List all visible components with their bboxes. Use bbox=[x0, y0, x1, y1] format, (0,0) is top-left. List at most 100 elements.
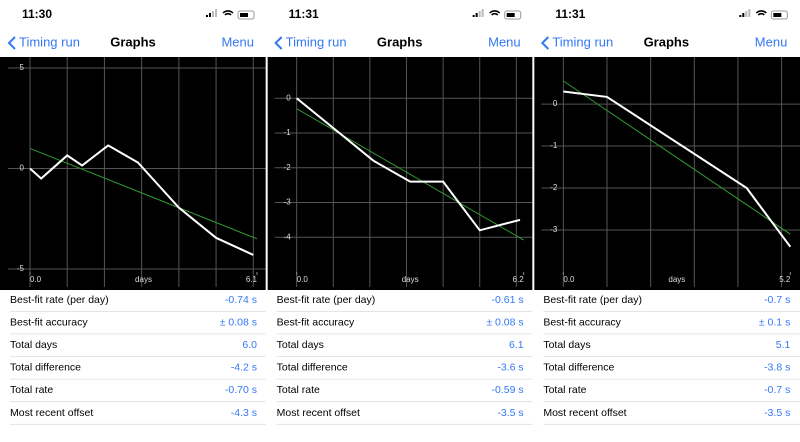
fit-line bbox=[563, 80, 791, 235]
menu-button[interactable]: Menu bbox=[488, 34, 521, 49]
status-time: 11:31 bbox=[555, 7, 585, 21]
signal-bar bbox=[472, 15, 475, 17]
y-tick-label: 0 bbox=[20, 164, 25, 173]
y-tick-label: 0 bbox=[286, 93, 291, 102]
stat-value: -3.5 s bbox=[764, 407, 790, 419]
y-tick-label: -3 bbox=[284, 198, 292, 207]
offset-line bbox=[563, 90, 792, 248]
x-tick-label: 6.1 bbox=[246, 275, 258, 284]
stat-label: Best-fit accuracy bbox=[10, 316, 88, 328]
y-tick-label: -4 bbox=[284, 232, 292, 241]
nav-title: Graphs bbox=[377, 34, 423, 49]
signal-bar bbox=[212, 11, 214, 17]
y-tick-label: -3 bbox=[550, 225, 558, 234]
stat-label: Most recent offset bbox=[543, 407, 626, 419]
battery bbox=[770, 10, 788, 20]
stat-value: 6.0 bbox=[242, 339, 257, 351]
x-axis-label: days bbox=[402, 275, 419, 284]
menu-button[interactable]: Menu bbox=[755, 34, 788, 49]
status-time: 11:31 bbox=[289, 7, 319, 21]
back-chevron[interactable] bbox=[7, 36, 16, 50]
battery bbox=[504, 10, 522, 20]
battery bbox=[237, 10, 255, 20]
nav-title: Graphs bbox=[110, 34, 156, 49]
stat-label: Most recent offset bbox=[277, 407, 360, 419]
y-tick-label: 5 bbox=[20, 63, 25, 72]
stat-label: Total days bbox=[277, 339, 324, 351]
offset-line bbox=[29, 144, 254, 256]
wifi-icon bbox=[755, 10, 767, 16]
nav-title: Graphs bbox=[644, 34, 690, 49]
x-tick-label: 0.0 bbox=[563, 275, 575, 284]
y-tick-label: -2 bbox=[284, 163, 292, 172]
y-tick-label: -5 bbox=[17, 264, 25, 273]
stat-label: Total days bbox=[10, 339, 57, 351]
signal-bar bbox=[215, 9, 217, 17]
signal-bar bbox=[209, 13, 211, 17]
fit-line bbox=[29, 147, 258, 240]
battery-level bbox=[773, 13, 782, 17]
y-tick-label: -1 bbox=[550, 141, 558, 150]
chart-background bbox=[266, 57, 534, 290]
x-tick-label: 5.2 bbox=[779, 275, 791, 284]
stat-value: -3.6 s bbox=[497, 362, 523, 374]
stat-label: Most recent offset bbox=[10, 407, 93, 419]
stat-label: Best-fit rate (per day) bbox=[277, 294, 376, 306]
back-button[interactable]: Timing run bbox=[286, 34, 347, 49]
stat-label: Total difference bbox=[543, 362, 614, 374]
stat-label: Best-fit rate (per day) bbox=[543, 294, 642, 306]
back-button[interactable]: Timing run bbox=[19, 34, 80, 49]
status-time: 11:30 bbox=[22, 7, 52, 21]
chart-background bbox=[0, 57, 267, 290]
chart-background bbox=[533, 57, 800, 290]
stat-label: Total days bbox=[543, 339, 590, 351]
stat-value: -3.5 s bbox=[497, 407, 523, 419]
back-chevron[interactable] bbox=[274, 36, 283, 50]
stat-value: -0.70 s bbox=[225, 384, 257, 396]
stat-value: 6.1 bbox=[509, 339, 524, 351]
menu-button[interactable]: Menu bbox=[221, 34, 254, 49]
fit-line bbox=[296, 108, 524, 241]
y-tick-label: -1 bbox=[284, 128, 292, 137]
stat-value: -0.59 s bbox=[492, 384, 524, 396]
stat-value: -4.2 s bbox=[231, 362, 257, 374]
stat-value: ± 0.08 s bbox=[486, 316, 523, 328]
stat-value: 5.1 bbox=[776, 339, 791, 351]
stat-value: -4.3 s bbox=[231, 407, 257, 419]
stat-value: -0.7 s bbox=[764, 384, 790, 396]
stat-label: Total rate bbox=[543, 384, 586, 396]
signal-bar bbox=[481, 9, 484, 17]
back-button[interactable]: Timing run bbox=[552, 34, 613, 49]
signal-bar bbox=[742, 13, 745, 17]
stat-value: -0.74 s bbox=[225, 294, 257, 306]
stat-label: Total rate bbox=[277, 384, 320, 396]
stat-value: ± 0.08 s bbox=[220, 316, 257, 328]
stat-value: ± 0.1 s bbox=[759, 316, 790, 328]
x-axis-label: days bbox=[135, 275, 152, 284]
stat-value: -0.61 s bbox=[492, 294, 524, 306]
x-tick-label: 0.0 bbox=[30, 275, 42, 284]
signal-bar bbox=[739, 15, 742, 17]
signal-bar bbox=[475, 13, 478, 17]
battery-level bbox=[506, 13, 515, 17]
wifi-icon bbox=[489, 10, 501, 16]
y-tick-label: -2 bbox=[550, 183, 558, 192]
x-tick-label: 6.2 bbox=[513, 275, 525, 284]
stat-value: -0.7 s bbox=[764, 294, 790, 306]
signal-bar bbox=[748, 9, 751, 17]
stat-label: Total rate bbox=[10, 384, 53, 396]
signal-bar bbox=[745, 11, 748, 17]
stat-label: Total difference bbox=[277, 362, 348, 374]
wifi-icon bbox=[222, 10, 234, 16]
stat-label: Best-fit accuracy bbox=[543, 316, 621, 328]
stat-label: Best-fit accuracy bbox=[277, 316, 355, 328]
offset-line bbox=[296, 97, 521, 232]
x-tick-label: 0.0 bbox=[297, 275, 309, 284]
battery-level bbox=[240, 13, 248, 17]
signal-bar bbox=[478, 11, 481, 17]
stat-label: Best-fit rate (per day) bbox=[10, 294, 109, 306]
back-chevron[interactable] bbox=[540, 36, 550, 50]
stat-value: -3.8 s bbox=[764, 362, 790, 374]
stat-label: Total difference bbox=[10, 362, 81, 374]
